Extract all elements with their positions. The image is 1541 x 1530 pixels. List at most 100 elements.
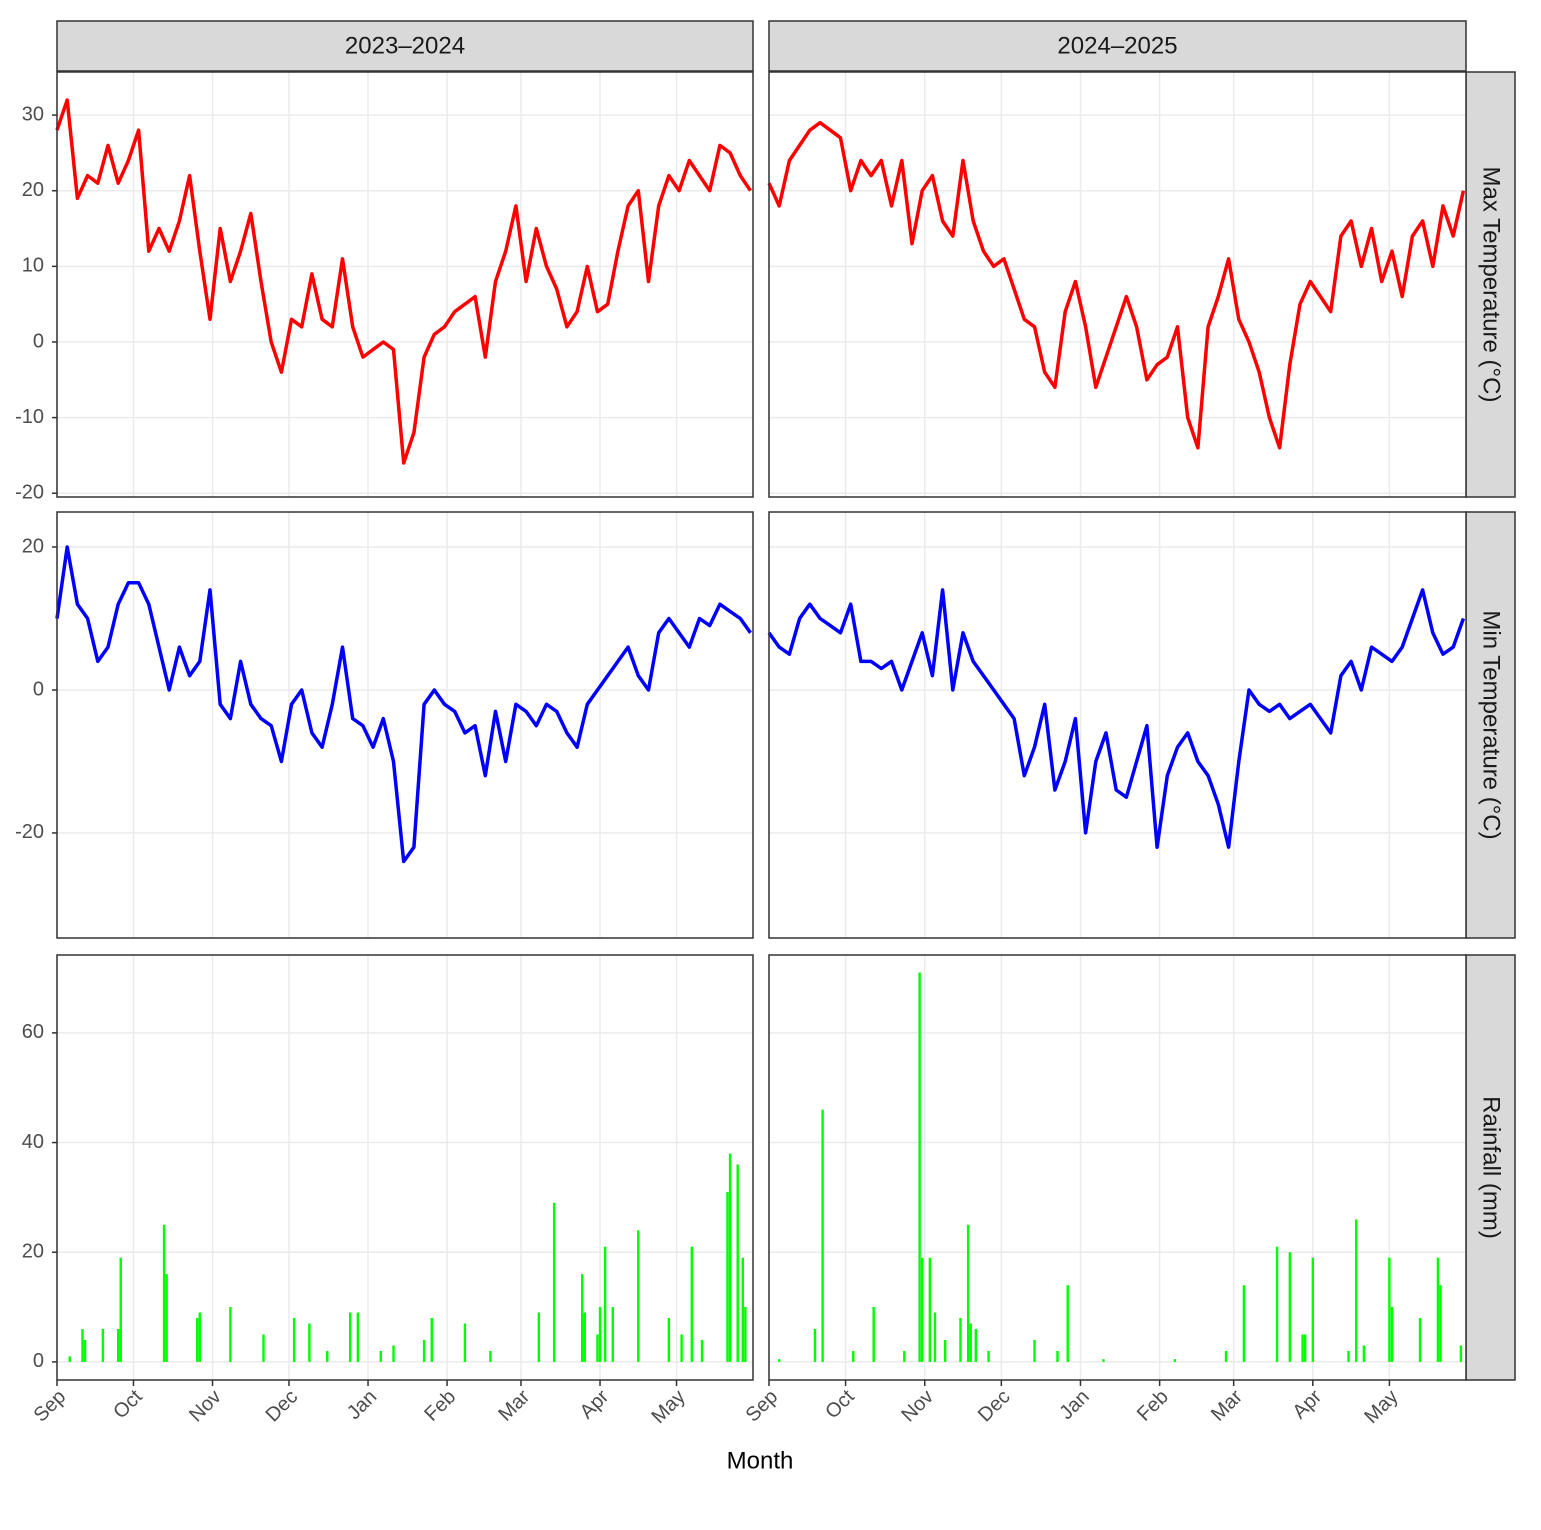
bar: [229, 1307, 232, 1362]
row-label: Rainfall (mm): [1478, 1096, 1505, 1239]
bar: [1066, 1285, 1069, 1362]
y-tick-label: 0: [33, 1350, 44, 1372]
bar: [611, 1307, 614, 1362]
x-tick-label: Jan: [343, 1386, 381, 1424]
y-tick-label: 20: [22, 1241, 44, 1263]
column-label: 2024–2025: [1057, 32, 1177, 59]
y-tick-label: 0: [33, 330, 44, 352]
bar: [1275, 1246, 1279, 1362]
bar: [356, 1312, 360, 1362]
x-tick-label: Apr: [1289, 1385, 1327, 1423]
bar: [552, 1202, 556, 1362]
bar: [537, 1312, 541, 1362]
bar: [101, 1329, 105, 1362]
bar: [1242, 1285, 1246, 1362]
panel-background: [769, 72, 1466, 497]
bar: [348, 1312, 352, 1362]
y-tick-label: 30: [22, 103, 44, 125]
bar: [637, 1230, 640, 1362]
y-tick-label: 40: [22, 1131, 44, 1153]
panel-background: [57, 72, 753, 497]
bar: [1102, 1359, 1105, 1362]
bar: [1056, 1350, 1059, 1362]
bar: [813, 1329, 817, 1362]
bar: [326, 1350, 329, 1362]
x-tick-label: Dec: [262, 1386, 303, 1427]
bar: [933, 1312, 937, 1362]
line: [55, 98, 752, 465]
bar: [489, 1350, 492, 1362]
y-tick-label: 20: [22, 179, 44, 201]
x-tick-label: Mar: [1207, 1385, 1247, 1425]
bar: [81, 1329, 84, 1362]
bar: [583, 1312, 586, 1362]
bar: [596, 1334, 599, 1362]
bar: [903, 1350, 906, 1362]
x-tick-label: Jan: [1055, 1386, 1093, 1424]
bar: [1459, 1345, 1463, 1362]
bar: [196, 1318, 199, 1362]
bar: [603, 1246, 607, 1362]
bar: [728, 1153, 732, 1362]
bar: [1033, 1339, 1036, 1362]
panel-background: [769, 955, 1466, 1380]
bar: [969, 1323, 972, 1362]
bar: [987, 1350, 990, 1362]
bar: [852, 1350, 855, 1362]
bar: [430, 1318, 433, 1362]
bar: [1288, 1252, 1292, 1362]
x-tick-label: Mar: [494, 1385, 534, 1425]
bar: [308, 1323, 311, 1362]
bar: [1362, 1345, 1366, 1362]
bar: [1355, 1219, 1358, 1362]
line: [55, 545, 752, 864]
panel-border: [56, 954, 754, 1381]
strip: [768, 20, 1467, 72]
strip: [1465, 954, 1516, 1381]
panel-border: [768, 954, 1467, 1381]
bar: [667, 1318, 671, 1362]
line: [767, 120, 1466, 450]
bar: [741, 1257, 745, 1362]
bar: [422, 1339, 426, 1362]
x-tick-label: Oct: [109, 1385, 147, 1423]
x-tick-label: May: [1360, 1386, 1402, 1428]
bar: [1224, 1350, 1228, 1362]
bar: [580, 1274, 584, 1362]
bar: [778, 1359, 781, 1362]
y-tick-label: -20: [15, 821, 44, 843]
x-tick-label: Sep: [742, 1386, 783, 1427]
y-tick-label: 60: [22, 1021, 44, 1043]
x-tick-label: Nov: [185, 1386, 226, 1427]
bar: [1301, 1334, 1304, 1362]
bar: [920, 1257, 924, 1362]
bar: [736, 1164, 739, 1362]
y-tick-label: -10: [15, 406, 44, 428]
bar: [726, 1191, 729, 1362]
bar: [1173, 1359, 1177, 1362]
bar: [744, 1307, 747, 1362]
y-tick-label: 20: [22, 535, 44, 557]
x-tick-label: Oct: [821, 1385, 859, 1423]
bar: [116, 1329, 120, 1362]
bar: [165, 1274, 168, 1362]
panel-background: [57, 955, 753, 1380]
bar: [680, 1334, 683, 1362]
bar: [198, 1312, 201, 1362]
x-tick-label: May: [648, 1386, 690, 1428]
x-tick-label: Dec: [974, 1386, 1015, 1427]
bar: [966, 1224, 970, 1362]
panel-border: [56, 511, 754, 939]
bar: [598, 1307, 602, 1362]
x-tick-label: Sep: [30, 1386, 71, 1427]
bar: [1388, 1257, 1391, 1362]
bar: [1439, 1285, 1442, 1362]
bar: [821, 1109, 824, 1362]
bar: [463, 1323, 467, 1362]
bar: [918, 972, 921, 1362]
panel-background: [57, 512, 753, 938]
line: [767, 588, 1466, 849]
bar: [959, 1318, 962, 1362]
strip: [56, 20, 754, 72]
column-label: 2023–2024: [345, 32, 465, 59]
